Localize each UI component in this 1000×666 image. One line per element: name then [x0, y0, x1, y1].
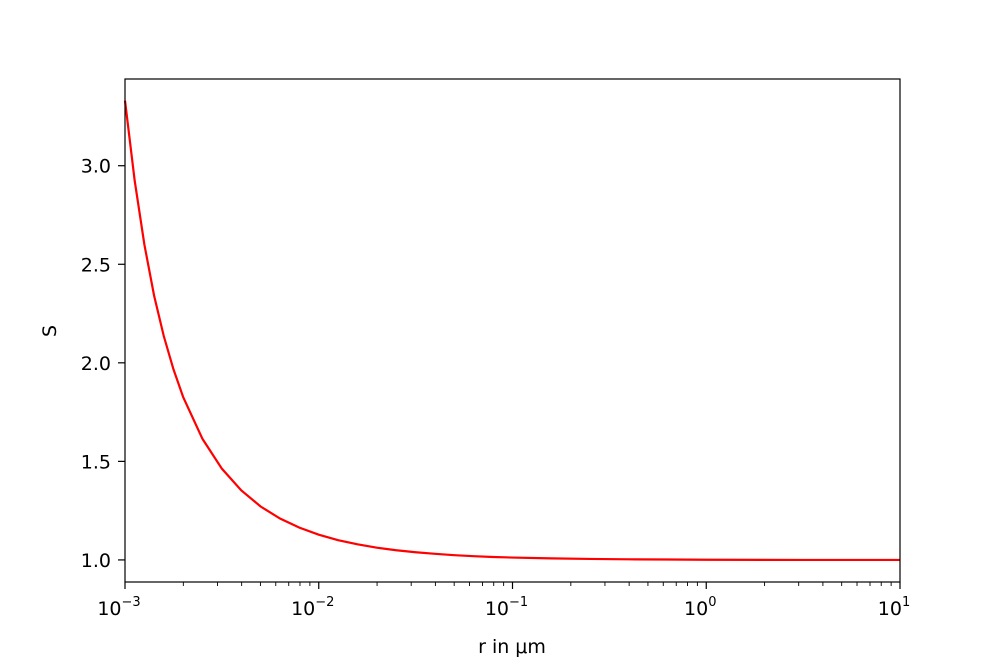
y-tick-label: 1.0 [81, 550, 111, 572]
x-tick-label: 10−3 [97, 595, 140, 620]
series-line [123, 100, 900, 562]
x-tick-label: 100 [684, 595, 716, 620]
plot-frame [124, 78, 901, 583]
y-tick-label: 2.0 [81, 353, 111, 375]
x-tick-label: 101 [878, 595, 910, 620]
x-tick-label: 10−1 [485, 595, 528, 620]
y-tick-label: 2.5 [81, 254, 111, 276]
y-tick-label: 3.0 [81, 156, 111, 178]
x-tick-label: 10−2 [291, 595, 334, 620]
ticks: 10−3 10−2 10−1 100 101 1.0 1.5 2.0 2.5 3.0 [81, 156, 910, 620]
x-axis-label: r in μm [478, 636, 546, 658]
y-tick-label: 1.5 [81, 451, 111, 473]
y-axis-label: S [39, 325, 61, 337]
